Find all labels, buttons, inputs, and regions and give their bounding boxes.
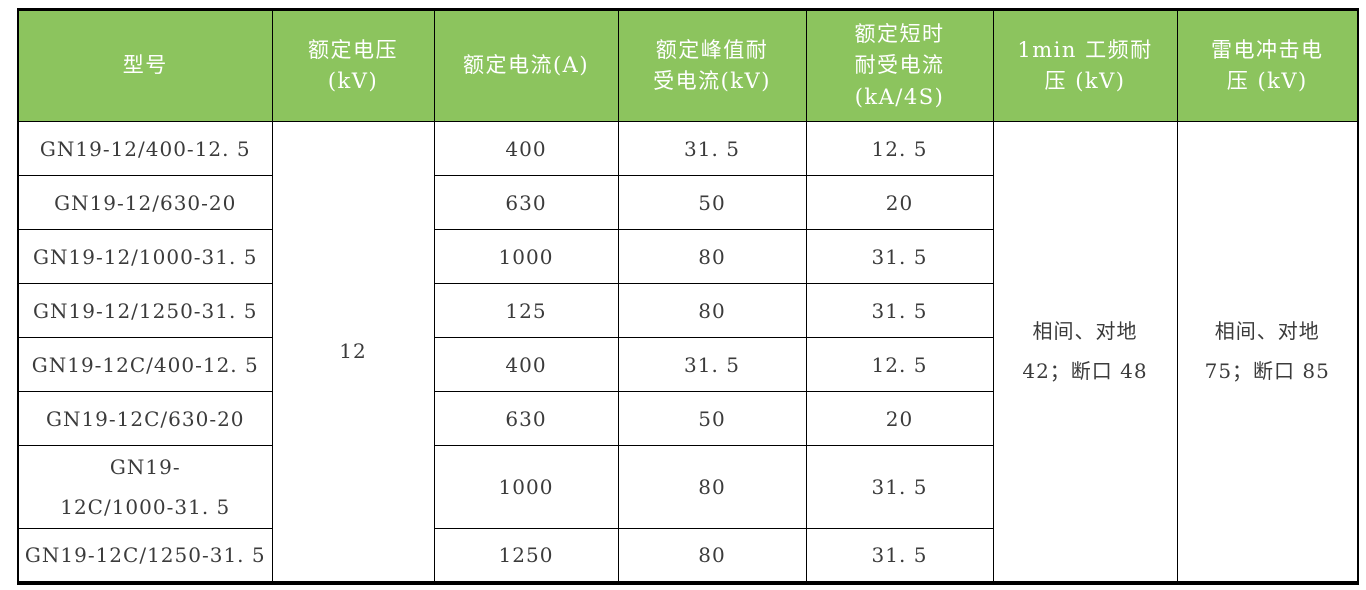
peak-withstand-cell: 80 (617, 528, 807, 583)
peak-withstand-cell: 31. 5 (617, 337, 807, 392)
short-time-withstand-cell: 12. 5 (805, 121, 994, 176)
header-row: 型号 额定电压 (kV) 额定电流(A) 额定峰值耐 受电流(kV) 额定短时 … (17, 9, 1359, 122)
table-row: GN19-12/1000-31. 5 1000 80 31. 5 (17, 229, 1358, 284)
short-time-withstand-cell: 31. 5 (805, 445, 994, 529)
table-row: GN19-12C/630-20 630 50 20 (17, 391, 1358, 446)
header-lightning-impulse-voltage: 雷电冲击电 压 (kV) (1176, 9, 1359, 122)
header-model: 型号 (17, 9, 273, 122)
rated-current-cell: 125 (433, 283, 619, 338)
model-cell: GN19-12/1250-31. 5 (17, 283, 273, 338)
rated-current-cell: 630 (433, 175, 619, 230)
table-row: GN19-12C/1250-31. 5 1250 80 31. 5 (17, 528, 1358, 583)
header-short-time-withstand-current: 额定短时 耐受电流 (kA/4S) (805, 9, 994, 122)
rated-voltage-merged-cell: 12 (271, 121, 435, 583)
header-power-frequency-withstand: 1min 工频耐 压 (kV) (992, 9, 1178, 122)
peak-withstand-cell: 80 (617, 229, 807, 284)
rated-current-cell: 1250 (433, 528, 619, 583)
peak-withstand-cell: 31. 5 (617, 121, 807, 176)
rated-current-cell: 1000 (433, 229, 619, 284)
model-cell: GN19-12/630-20 (17, 175, 273, 230)
power-frequency-merged-cell: 相间、对地 42；断口 48 (992, 121, 1178, 583)
table-row: GN19- 12C/1000-31. 5 1000 80 31. 5 (17, 445, 1358, 529)
rated-current-cell: 630 (433, 391, 619, 446)
model-cell: GN19-12C/400-12. 5 (17, 337, 273, 392)
short-time-withstand-cell: 31. 5 (805, 528, 994, 583)
table-row: GN19-12C/400-12. 5 400 31. 5 12. 5 (17, 337, 1358, 392)
peak-withstand-cell: 80 (617, 445, 807, 529)
lightning-impulse-merged-cell: 相间、对地 75；断口 85 (1176, 121, 1359, 583)
model-cell: GN19- 12C/1000-31. 5 (17, 445, 273, 529)
header-rated-current: 额定电流(A) (433, 9, 619, 122)
header-rated-voltage: 额定电压 (kV) (271, 9, 435, 122)
short-time-withstand-cell: 20 (805, 391, 994, 446)
short-time-withstand-cell: 31. 5 (805, 229, 994, 284)
rated-current-cell: 1000 (433, 445, 619, 529)
peak-withstand-cell: 80 (617, 283, 807, 338)
rated-current-cell: 400 (433, 337, 619, 392)
short-time-withstand-cell: 12. 5 (805, 337, 994, 392)
model-cell: GN19-12/400-12. 5 (17, 121, 273, 176)
model-cell: GN19-12/1000-31. 5 (17, 229, 273, 284)
short-time-withstand-cell: 31. 5 (805, 283, 994, 338)
peak-withstand-cell: 50 (617, 175, 807, 230)
model-cell: GN19-12C/630-20 (17, 391, 273, 446)
header-peak-withstand-current: 额定峰值耐 受电流(kV) (617, 9, 807, 122)
table-row: GN19-12/400-12. 5 12 400 31. 5 12. 5 相间、… (17, 121, 1359, 583)
rated-current-cell: 400 (433, 121, 619, 176)
table-row: GN19-12/1250-31. 5 125 80 31. 5 (17, 283, 1358, 338)
model-cell: GN19-12C/1250-31. 5 (17, 528, 273, 583)
spec-table: 型号 额定电压 (kV) 额定电流(A) 额定峰值耐 受电流(kV) 额定短时 … (17, 8, 1359, 585)
peak-withstand-cell: 50 (617, 391, 807, 446)
short-time-withstand-cell: 20 (805, 175, 994, 230)
